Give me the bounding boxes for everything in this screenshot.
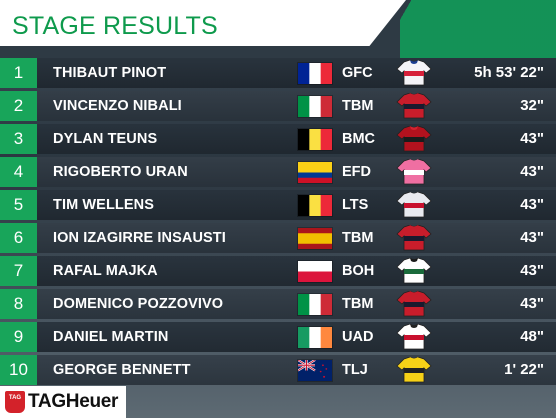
team-code: BMC xyxy=(342,131,376,147)
result-row: 6 ION IZAGIRRE INSAUSTI TBM 43" xyxy=(0,223,556,253)
row-bar xyxy=(37,157,556,187)
finish-time: 43" xyxy=(520,295,544,312)
jersey-icon xyxy=(396,192,432,218)
jersey-icon xyxy=(396,126,432,152)
rider-name: DOMENICO POZZOVIVO xyxy=(53,296,224,312)
finish-time: 43" xyxy=(520,229,544,246)
flag-icon xyxy=(298,63,332,84)
jersey-icon xyxy=(396,258,432,284)
jersey-icon xyxy=(396,357,432,383)
jersey-icon xyxy=(396,225,432,251)
position-number: 9 xyxy=(0,322,37,352)
flag-icon xyxy=(298,360,332,381)
team-code: GFC xyxy=(342,65,373,81)
result-row: 9 DANIEL MARTIN UAD 48" xyxy=(0,322,556,352)
position-number: 2 xyxy=(0,91,37,121)
rider-name: DYLAN TEUNS xyxy=(53,131,158,147)
sponsor-name: TAGHeuer xyxy=(28,391,119,412)
position-number: 7 xyxy=(0,256,37,286)
rider-name: ION IZAGIRRE INSAUSTI xyxy=(53,230,226,246)
result-row: 8 DOMENICO POZZOVIVO TBM 43" xyxy=(0,289,556,319)
team-code: TLJ xyxy=(342,362,368,378)
finish-time: 5h 53' 22" xyxy=(474,64,544,81)
flag-icon xyxy=(298,228,332,249)
team-code: TBM xyxy=(342,296,374,312)
finish-time: 43" xyxy=(520,163,544,180)
position-number: 10 xyxy=(0,355,37,385)
finish-time: 43" xyxy=(520,130,544,147)
row-bar xyxy=(37,190,556,220)
flag-icon xyxy=(298,195,332,216)
row-bar xyxy=(37,91,556,121)
flag-icon xyxy=(298,96,332,117)
rider-name: TIM WELLENS xyxy=(53,197,154,213)
flag-icon xyxy=(298,129,332,150)
finish-time: 48" xyxy=(520,328,544,345)
row-bar xyxy=(37,124,556,154)
position-number: 6 xyxy=(0,223,37,253)
result-row: 10 GEORGE BENNETT TLJ 1' 22" xyxy=(0,355,556,385)
flag-icon xyxy=(298,294,332,315)
finish-time: 1' 22" xyxy=(504,361,544,378)
row-bar xyxy=(37,289,556,319)
row-bar xyxy=(37,256,556,286)
rider-name: DANIEL MARTIN xyxy=(53,329,169,345)
flag-icon xyxy=(298,327,332,348)
jersey-icon xyxy=(396,291,432,317)
jersey-icon xyxy=(396,93,432,119)
team-code: BOH xyxy=(342,263,375,279)
flag-icon xyxy=(298,162,332,183)
page-title: STAGE RESULTS xyxy=(12,12,218,40)
jersey-icon xyxy=(396,159,432,185)
finish-time: 32" xyxy=(520,97,544,114)
position-number: 5 xyxy=(0,190,37,220)
team-code: LTS xyxy=(342,197,369,213)
rider-name: THIBAUT PINOT xyxy=(53,65,167,81)
team-code: UAD xyxy=(342,329,374,345)
position-number: 1 xyxy=(0,58,37,88)
result-row: 3 DYLAN TEUNS BMC 43" xyxy=(0,124,556,154)
finish-time: 43" xyxy=(520,262,544,279)
result-row: 7 RAFAL MAJKA BOH 43" xyxy=(0,256,556,286)
team-code: EFD xyxy=(342,164,371,180)
header-accent-stripe xyxy=(400,0,556,58)
position-number: 3 xyxy=(0,124,37,154)
sponsor-logo: TAG TAGHeuer xyxy=(0,386,126,418)
row-bar xyxy=(37,355,556,385)
team-code: TBM xyxy=(342,98,374,114)
row-bar xyxy=(37,223,556,253)
result-row: 2 VINCENZO NIBALI TBM 32" xyxy=(0,91,556,121)
row-bar xyxy=(37,58,556,88)
jersey-icon xyxy=(396,60,432,86)
row-bar xyxy=(37,322,556,352)
result-row: 5 TIM WELLENS LTS 43" xyxy=(0,190,556,220)
rider-name: GEORGE BENNETT xyxy=(53,362,191,378)
rider-name: RAFAL MAJKA xyxy=(53,263,158,279)
team-code: TBM xyxy=(342,230,374,246)
sponsor-shield-icon: TAG xyxy=(5,391,25,413)
rider-name: RIGOBERTO URAN xyxy=(53,164,188,180)
flag-icon xyxy=(298,261,332,282)
position-number: 4 xyxy=(0,157,37,187)
result-row: 4 RIGOBERTO URAN EFD 43" xyxy=(0,157,556,187)
jersey-icon xyxy=(396,324,432,350)
finish-time: 43" xyxy=(520,196,544,213)
header-panel: STAGE RESULTS xyxy=(0,0,406,46)
rider-name: VINCENZO NIBALI xyxy=(53,98,182,114)
result-row: 1 THIBAUT PINOT GFC 5h 53' 22" xyxy=(0,58,556,88)
position-number: 8 xyxy=(0,289,37,319)
